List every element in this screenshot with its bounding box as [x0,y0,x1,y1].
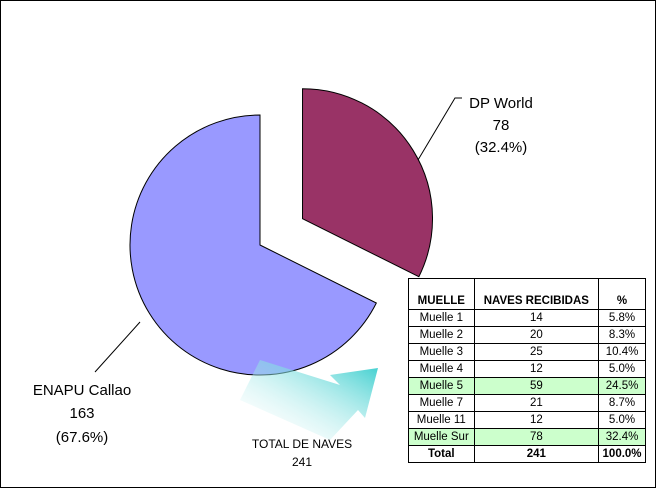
header-cell: NAVES RECIBIDAS [473,278,600,310]
table-cell: Muelle 4 [408,360,475,378]
table-cell: 20 [473,326,600,344]
slice-value: 163 [69,405,94,422]
table-cell: Total [408,445,475,463]
slice-percent: (32.4%) [475,139,528,156]
table-row: Muelle 11 12 5.0% [408,411,646,429]
table-row: Muelle 2 20 8.3% [408,326,646,344]
slice-value: 78 [493,117,510,134]
table-cell: Muelle 1 [408,309,475,327]
table-cell: Muelle 7 [408,394,475,412]
table-cell: Muelle 2 [408,326,475,344]
table-cell: Muelle 5 [408,377,475,395]
table-cell: 10.4% [598,343,646,361]
table-cell: Muelle Sur [408,428,475,446]
table-cell: Muelle 11 [408,411,475,429]
table-row: Muelle 7 21 8.7% [408,394,646,412]
annotation-value: 241 [292,455,312,469]
table-cell: 32.4% [598,428,646,446]
table-row: Total 241 100.0% [408,445,646,463]
slice-label: ENAPU Callao [33,382,131,399]
table-row: Muelle 3 25 10.4% [408,343,646,361]
table-row: Muelle Sur 78 32.4% [408,428,646,446]
table-cell: 12 [473,360,600,378]
table-cell: Muelle 3 [408,343,475,361]
table-cell: 241 [473,445,600,463]
table-header-row: MUELLE NAVES RECIBIDAS% [408,278,646,310]
table-cell: 24.5% [598,377,646,395]
table-cell: 21 [473,394,600,412]
header-cell: % [598,278,646,310]
pie-slice [129,114,377,376]
slice-percent: (67.6%) [56,429,109,446]
table-cell: 5.0% [598,360,646,378]
table-row: Muelle 1 14 5.8% [408,309,646,327]
table-row: Muelle 4 12 5.0% [408,360,646,378]
annotation-title: TOTAL DE NAVES [252,437,352,451]
table-cell: 5.8% [598,309,646,327]
slice-label: DP World [469,95,533,112]
table-cell: 12 [473,411,600,429]
table-cell: 5.0% [598,411,646,429]
leader-line [417,97,462,161]
table-cell: 100.0% [598,445,646,463]
table-cell: 59 [473,377,600,395]
data-table: MUELLE NAVES RECIBIDAS% Muelle 1 14 5.8% Muel… [408,278,646,463]
table-cell: 14 [473,309,600,327]
header-cell: MUELLE [408,278,475,310]
table-row: Muelle 5 59 24.5% [408,377,646,395]
table-cell: 78 [473,428,600,446]
table-cell: 25 [473,343,600,361]
table-cell: 8.7% [598,394,646,412]
leader-line [94,321,141,373]
pie-slice [302,88,433,278]
table-cell: 8.3% [598,326,646,344]
arrow [240,360,378,440]
